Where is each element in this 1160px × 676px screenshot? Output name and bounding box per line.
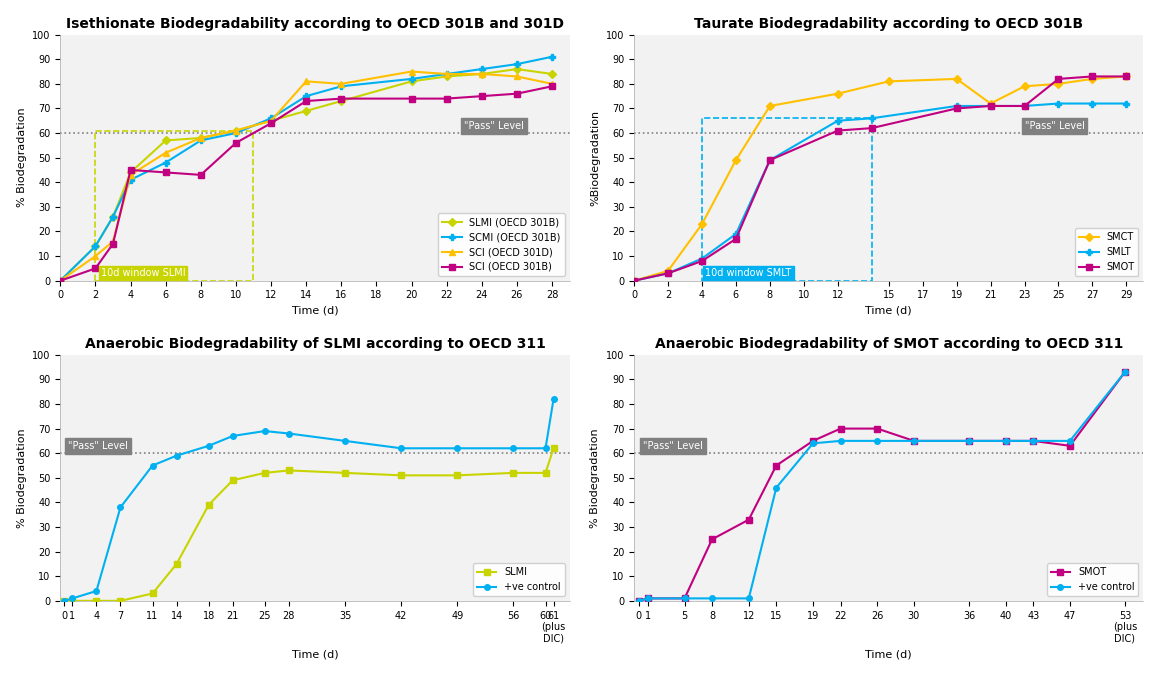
Legend: SMCT, SMLT, SMOT: SMCT, SMLT, SMOT	[1075, 228, 1138, 276]
Text: 10d window SLMI: 10d window SLMI	[101, 268, 186, 278]
Bar	[702, 118, 871, 281]
Y-axis label: % Biodegradation: % Biodegradation	[16, 428, 27, 528]
X-axis label: Time (d): Time (d)	[291, 306, 339, 316]
Title: Isethionate Biodegradability according to OECD 301B and 301D: Isethionate Biodegradability according t…	[66, 17, 564, 30]
Title: Anaerobic Biodegradability of SMOT according to OECD 311: Anaerobic Biodegradability of SMOT accor…	[654, 337, 1123, 351]
Legend: SMOT, +ve control: SMOT, +ve control	[1046, 563, 1138, 596]
Y-axis label: % Biodegradation: % Biodegradation	[590, 428, 601, 528]
Legend: SLMI (OECD 301B), SCMI (OECD 301B), SCI (OECD 301D), SCI (OECD 301B): SLMI (OECD 301B), SCMI (OECD 301B), SCI …	[438, 214, 565, 276]
Y-axis label: % Biodegradation: % Biodegradation	[16, 108, 27, 208]
X-axis label: Time (d): Time (d)	[865, 650, 912, 659]
Bar	[95, 130, 254, 281]
Text: "Pass" Level: "Pass" Level	[68, 441, 129, 451]
X-axis label: Time (d): Time (d)	[291, 650, 339, 659]
Title: Taurate Biodegradability according to OECD 301B: Taurate Biodegradability according to OE…	[694, 17, 1083, 30]
Legend: SLMI, +ve control: SLMI, +ve control	[473, 563, 565, 596]
Title: Anaerobic Biodegradability of SLMI according to OECD 311: Anaerobic Biodegradability of SLMI accor…	[85, 337, 545, 351]
Text: 10d window SMLT: 10d window SMLT	[705, 268, 791, 278]
Text: "Pass" Level: "Pass" Level	[644, 441, 703, 451]
Text: "Pass" Level: "Pass" Level	[1024, 120, 1085, 130]
X-axis label: Time (d): Time (d)	[865, 306, 912, 316]
Text: "Pass" Level: "Pass" Level	[464, 120, 524, 130]
Y-axis label: %Biodegradation: %Biodegradation	[590, 110, 601, 206]
